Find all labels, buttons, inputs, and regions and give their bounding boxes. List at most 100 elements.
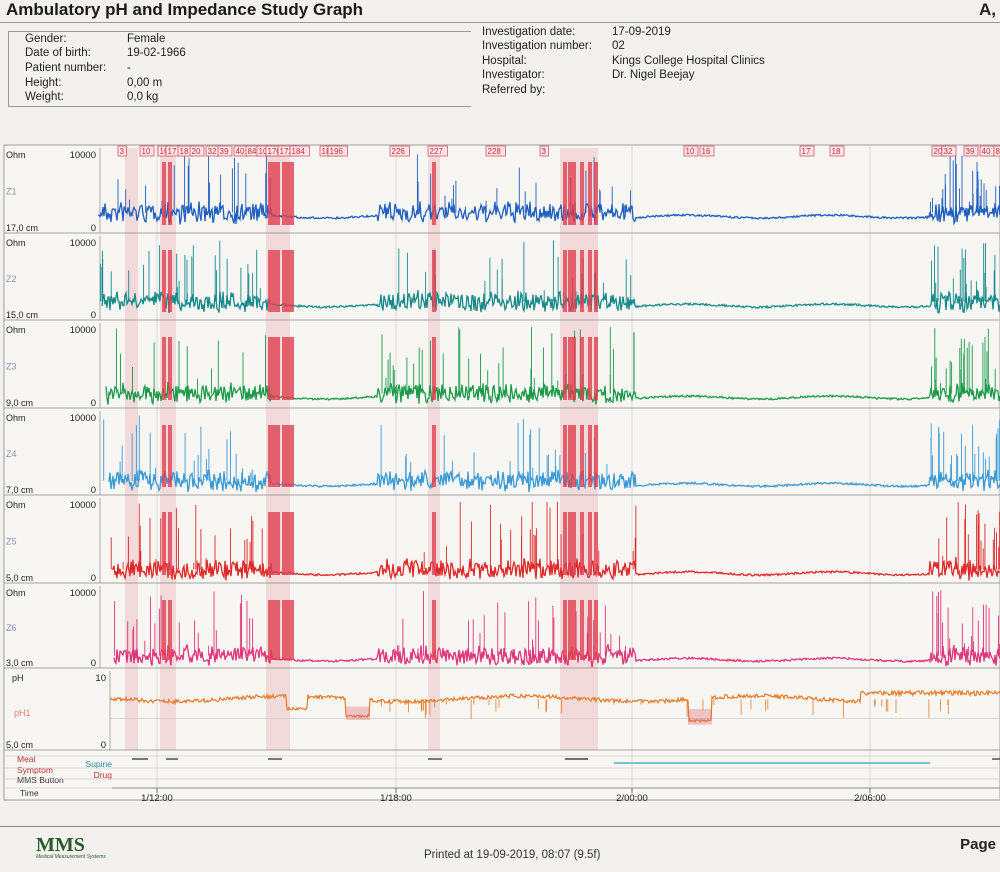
reflux-column [580, 425, 584, 487]
reflux-column [432, 425, 436, 487]
channel-position-label: 7,0 cm [6, 485, 33, 495]
hospital-value: Kings College Hospital Clinics [612, 55, 765, 67]
reflux-column [282, 162, 286, 225]
reflux-column [290, 512, 294, 575]
investigation-number-label: Investigation number: [482, 40, 592, 52]
event-label-box [963, 145, 979, 157]
ph-channel-name: pH1 [14, 708, 31, 718]
ph-ymin-label: 0 [101, 740, 106, 751]
impedance-trace-z5 [111, 558, 1000, 581]
event-label-box [427, 145, 448, 157]
reflux-column [588, 162, 592, 225]
channel-ymax-label: 10000 [70, 150, 96, 161]
reflux-column [276, 600, 280, 660]
reflux-column [563, 512, 567, 575]
reflux-column [276, 250, 280, 312]
reflux-column [286, 600, 290, 660]
reflux-column [563, 337, 567, 400]
reflux-column [588, 337, 592, 400]
event-label: 10 [686, 147, 695, 156]
reflux-column [563, 425, 567, 487]
reflux-column [168, 250, 172, 312]
corner-mark: A, [979, 0, 996, 19]
reflux-column [268, 162, 272, 225]
reflux-column [568, 600, 572, 660]
event-label: 40 [236, 147, 245, 156]
time-tick-label: 1/12:00 [141, 793, 173, 804]
reflux-column [168, 512, 172, 575]
reflux-column [162, 600, 166, 660]
ph-ymax-label: 10 [95, 673, 106, 684]
event-label: 40 [982, 147, 991, 156]
channel-ymax-label: 10000 [70, 413, 96, 424]
event-label-box [539, 145, 549, 157]
event-label-box [993, 145, 1000, 157]
event-label-box [289, 145, 310, 157]
meal-row-label: Meal [17, 754, 36, 764]
event-label: 227 [430, 147, 444, 156]
drug-row-label: Drug [94, 770, 113, 780]
time-row-label: Time [20, 788, 39, 798]
mms-button-row-label: MMS Button [17, 775, 64, 785]
event-label-box [389, 145, 410, 157]
reflux-column [290, 600, 294, 660]
printed-timestamp: Printed at 19-09-2019, 08:07 (9.5f) [424, 849, 601, 861]
height-value: 0,00 m [127, 77, 163, 89]
reflux-column [268, 250, 272, 312]
event-label-box [683, 145, 699, 157]
event-label: 104 [259, 147, 273, 156]
reflux-column [272, 512, 276, 575]
reflux-column [282, 600, 286, 660]
reflux-column [588, 600, 592, 660]
reflux-column [580, 162, 584, 225]
impedance-trace-z4 [108, 468, 1000, 493]
event-label-box [327, 145, 348, 157]
reflux-column [563, 250, 567, 312]
reflux-column [276, 425, 280, 487]
mms-logo-subtitle: Medical Measurement Systems [36, 854, 106, 860]
reflux-column [580, 600, 584, 660]
patient-number-label: Patient number: [25, 62, 107, 74]
reflux-column [572, 600, 576, 660]
impedance-trace-z2 [101, 289, 1000, 314]
event-label-box [799, 145, 815, 157]
channel-unit-label: Ohm [6, 588, 26, 598]
dob-value: 19-02-1966 [127, 47, 186, 59]
reflux-column [588, 512, 592, 575]
report-title: Ambulatory pH and Impedance Study Graph [6, 0, 364, 19]
event-label: 172 [280, 147, 294, 156]
channel-name-label: Z4 [6, 449, 17, 459]
reflux-column [580, 512, 584, 575]
event-label: 18 [180, 147, 189, 156]
channel-unit-label: Ohm [6, 325, 26, 335]
event-label: 32 [944, 147, 953, 156]
reflux-column [268, 337, 272, 400]
reflux-column [568, 425, 572, 487]
gender-label: Gender: [25, 33, 67, 45]
reflux-column [286, 337, 290, 400]
symptom-row-label: Symptom [17, 765, 53, 775]
reflux-column [432, 600, 436, 660]
reflux-column [563, 600, 567, 660]
reflux-column [268, 600, 272, 660]
reflux-column [290, 337, 294, 400]
event-label: 17 [168, 147, 177, 156]
event-label-box [139, 145, 155, 157]
reflux-column [272, 425, 276, 487]
event-label: 196 [330, 147, 344, 156]
channel-ymax-label: 10000 [70, 325, 96, 336]
reflux-column [282, 250, 286, 312]
reflux-column [563, 162, 567, 225]
channel-ymax-label: 10000 [70, 588, 96, 599]
investigator-label: Investigator: [482, 69, 545, 81]
event-label: 84 [996, 147, 1000, 156]
event-label-box [829, 145, 845, 157]
reflux-column [286, 425, 290, 487]
event-label: 17 [802, 147, 811, 156]
channel-name-label: Z2 [6, 274, 17, 284]
event-label: 10 [142, 147, 151, 156]
reflux-column [286, 512, 290, 575]
channel-ymax-label: 10000 [70, 500, 96, 511]
time-tick-label: 2/06:00 [854, 793, 886, 804]
reflux-column [282, 337, 286, 400]
